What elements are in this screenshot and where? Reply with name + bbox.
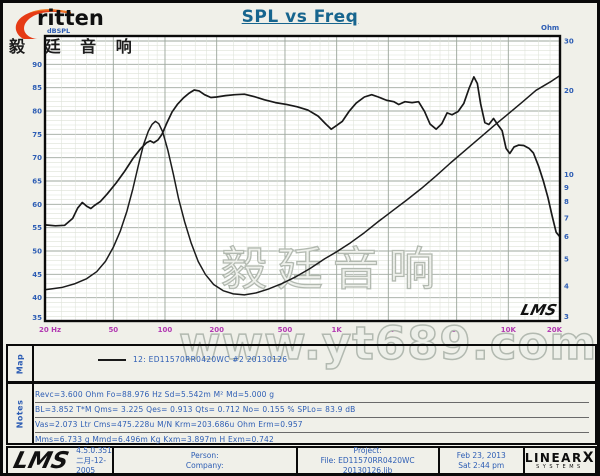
footer-project-cell: Project: File: ED11570RR0420WC 20130126.… [298, 446, 440, 475]
note-line: Vas=2.073 Ltr Cms=475.228u M/N Krm=203.6… [35, 418, 589, 433]
footer-bar: LMS 4.5.0.351 二月-12-2005 Person: Company… [6, 446, 597, 475]
left-axis-tick-label: 60 [32, 201, 42, 209]
left-axis-tick-label: 90 [32, 61, 42, 69]
lms-chart-signature: LMS [519, 301, 559, 319]
left-axis-tick-label: 85 [32, 84, 42, 92]
app-date: 二月-12-2005 [76, 456, 107, 475]
map-section-label: Map [8, 346, 34, 381]
left-axis-tick-label: 75 [32, 131, 42, 139]
right-axis-tick-label: 7 [564, 214, 569, 222]
x-axis-tick-label: 50 [108, 326, 118, 334]
right-axis-tick-label: 20 [564, 87, 574, 95]
note-line: Revc=3.600 Ohm Fo=88.976 Hz Sd=5.542m M²… [35, 388, 589, 403]
left-axis-tick-label: 55 [32, 224, 42, 232]
notes-section-label: Notes [8, 384, 34, 443]
x-axis-tick-label: 1K [332, 326, 343, 334]
legend-text: 12: ED11570RR0420WC #2 20130126 [133, 355, 288, 364]
footer-date-cell: Feb 23, 2013 Sat 2:44 pm [440, 448, 525, 473]
file-name: File: ED11570RR0420WC 20130126.lib [320, 456, 415, 475]
right-axis-tick-label: 9 [564, 184, 569, 192]
footer-lms-cell: LMS 4.5.0.351 二月-12-2005 [8, 446, 114, 475]
note-line: BL=3.852 T*M Qms= 3.225 Qes= 0.913 Qts= … [35, 403, 589, 418]
x-axis-tick-label: 5K [451, 326, 462, 334]
linearx-logo: LINEARX [524, 450, 595, 466]
right-axis-tick-label: 30 [564, 38, 574, 46]
report-time: Sat 2:44 pm [458, 461, 505, 470]
plot-frame [43, 34, 562, 323]
x-axis-tick-label: 2K [383, 326, 394, 334]
brand-logo-chinese: 毅 廷 音 响 [9, 37, 139, 56]
right-axis-tick-label: 6 [564, 233, 569, 241]
app-version: 4.5.0.351 [76, 446, 112, 455]
left-axis-tick-label: 40 [32, 294, 42, 302]
left-axis-tick-label: 65 [32, 178, 42, 186]
right-axis-tick-label: 8 [564, 198, 569, 206]
lms-logo: LMS [10, 448, 72, 474]
curve-legend: 12: ED11570RR0420WC #2 20130126 [98, 355, 287, 364]
left-axis-tick-label: 80 [32, 108, 42, 116]
report-date: Feb 23, 2013 [456, 451, 506, 460]
spl-curve [44, 76, 561, 237]
x-axis-tick-label: 20 Hz [39, 326, 61, 334]
map-section: Map 12: ED11570RR0420WC #2 20130126 [6, 344, 597, 383]
right-axis-tick-label: 10 [564, 171, 574, 179]
person-label: Person: [190, 451, 219, 460]
right-axis-tick-label: 4 [564, 283, 569, 291]
x-axis-tick-label: 500 [278, 326, 293, 334]
company-label: Company: [185, 461, 224, 470]
footer-linearx-cell: LINEARX SYSTEMS [524, 448, 595, 473]
x-axis-tick-label: 10K [501, 326, 517, 334]
watermark-url: www.yt689.com [178, 316, 598, 371]
left-axis-tick-label: 45 [32, 271, 42, 279]
left-axis-tick-label: 35 [32, 314, 42, 322]
brand-logo-text: ritten [37, 6, 104, 30]
left-axis-unit-label: dBSPL [47, 27, 70, 35]
footer-person-cell: Person: Company: [114, 448, 298, 473]
project-label: Project: [353, 446, 382, 455]
legend-line-sample [98, 358, 126, 361]
right-axis-unit-label: Ohm [541, 24, 559, 32]
page-title: SPL vs Freq [241, 7, 359, 27]
right-axis-tick-label: 5 [564, 255, 569, 263]
driver-parameters: Revc=3.600 Ohm Fo=88.976 Hz Sd=5.542m M²… [35, 388, 589, 448]
x-axis-tick-label: 20K [547, 326, 563, 334]
impedance-curve [44, 74, 561, 296]
linearx-systems-label: SYSTEMS [536, 464, 584, 470]
left-axis-tick-label: 50 [32, 248, 42, 256]
left-axis-tick-label: 70 [32, 154, 42, 162]
x-axis-tick-label: 100 [158, 326, 173, 334]
right-axis-tick-label: 3 [564, 313, 569, 321]
notes-section: Notes Revc=3.600 Ohm Fo=88.976 Hz Sd=5.5… [6, 382, 597, 448]
watermark-chinese: 毅廷音响 [221, 242, 445, 296]
x-axis-tick-label: 200 [209, 326, 224, 334]
brand-swoosh-icon [15, 9, 71, 39]
